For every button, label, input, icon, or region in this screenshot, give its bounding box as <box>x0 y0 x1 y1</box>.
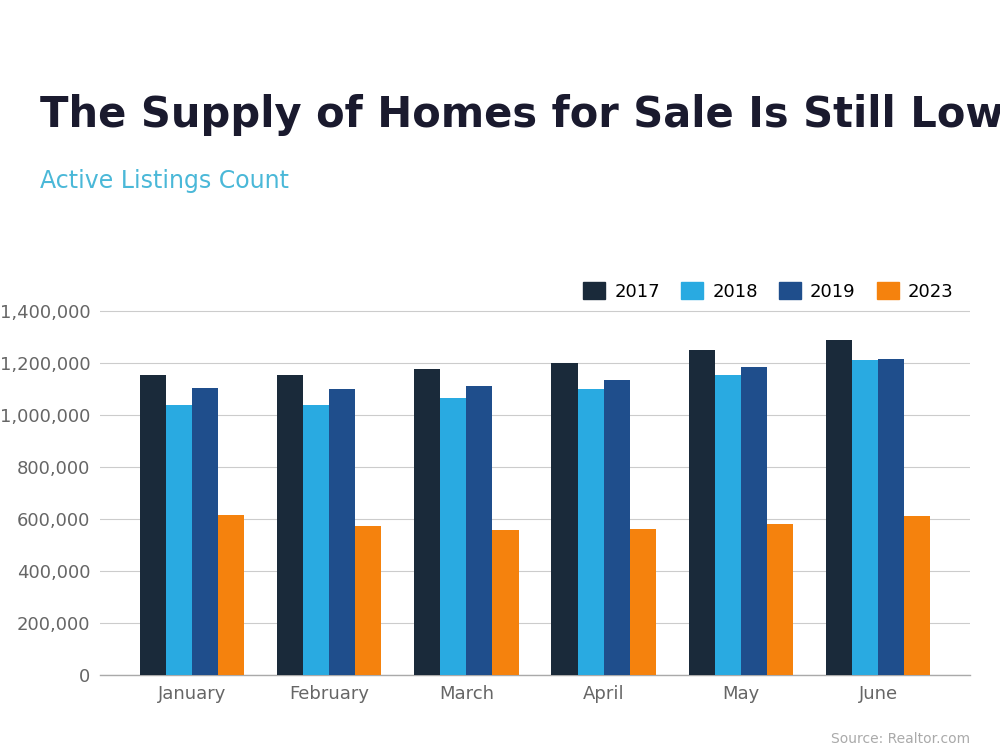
Bar <box>689 350 715 675</box>
Bar <box>140 375 166 675</box>
Bar <box>166 404 192 675</box>
Bar <box>578 389 604 675</box>
Bar <box>826 340 852 675</box>
Bar <box>355 526 381 675</box>
Bar <box>466 386 492 675</box>
Bar <box>303 404 329 675</box>
Bar <box>492 530 519 675</box>
Bar <box>551 363 578 675</box>
Bar <box>277 375 303 675</box>
Bar <box>852 361 878 675</box>
Bar <box>414 370 440 675</box>
Text: Active Listings Count: Active Listings Count <box>40 169 289 193</box>
Bar <box>715 375 741 675</box>
Bar <box>218 515 244 675</box>
Text: Source: Realtor.com: Source: Realtor.com <box>831 732 970 746</box>
Text: The Supply of Homes for Sale Is Still Low: The Supply of Homes for Sale Is Still Lo… <box>40 94 1000 136</box>
Legend: 2017, 2018, 2019, 2023: 2017, 2018, 2019, 2023 <box>576 275 961 308</box>
Bar <box>630 530 656 675</box>
Bar <box>878 359 904 675</box>
Bar <box>192 388 218 675</box>
Bar <box>329 389 355 675</box>
Bar <box>904 517 930 675</box>
Bar <box>604 380 630 675</box>
Bar <box>741 367 767 675</box>
Bar <box>440 398 466 675</box>
Bar <box>767 524 793 675</box>
